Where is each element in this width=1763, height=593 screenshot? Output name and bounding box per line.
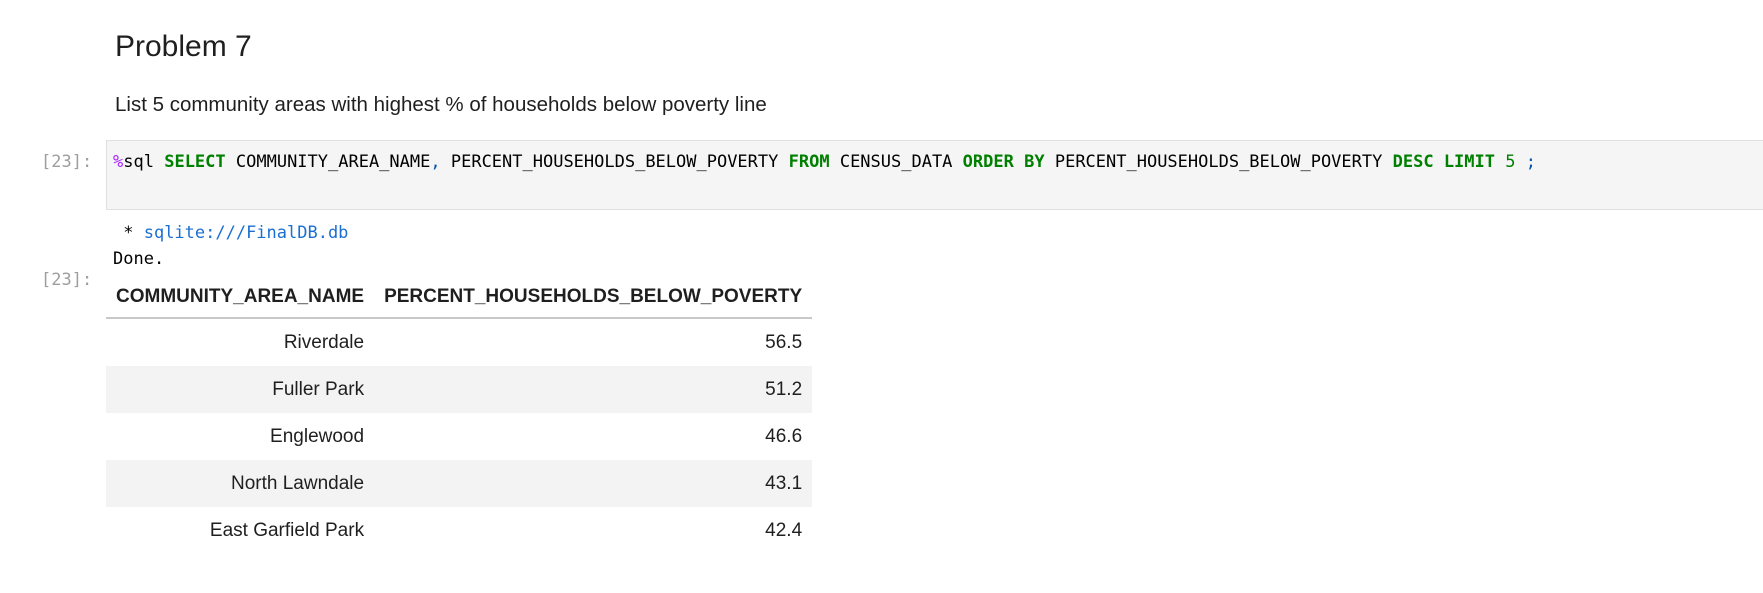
kw-limit: LIMIT: [1443, 152, 1495, 172]
kw-by: BY: [1024, 152, 1045, 172]
code-line[interactable]: %sql SELECT COMMUNITY_AREA_NAME, PERCENT…: [113, 152, 1536, 172]
output-prompt: [23]:: [41, 270, 93, 290]
table-row: North Lawndale 43.1: [106, 460, 813, 507]
kw-desc: DESC: [1392, 152, 1434, 172]
code-editor[interactable]: %sql SELECT COMMUNITY_AREA_NAME, PERCENT…: [106, 140, 1763, 210]
comma-token: ,: [430, 152, 441, 172]
table-header-row: COMMUNITY_AREA_NAME PERCENT_HOUSEHOLDS_B…: [106, 277, 813, 319]
identifier-table: CENSUS_DATA: [839, 152, 953, 172]
identifier-col1: COMMUNITY_AREA_NAME: [235, 152, 431, 172]
kw-order: ORDER: [962, 152, 1014, 172]
kw-select: SELECT: [164, 152, 226, 172]
table-row: Riverdale 56.5: [106, 318, 812, 366]
table-cell-percent: 51.2: [374, 366, 813, 413]
magic-symbol: %: [113, 152, 124, 172]
table-cell-percent: 56.5: [765, 331, 803, 353]
input-prompt: [23]:: [41, 152, 93, 172]
table-cell-community: Riverdale: [283, 331, 365, 353]
stdout-bullet: *: [113, 223, 144, 243]
identifier-order-col: PERCENT_HOUSEHOLDS_BELOW_POVERTY: [1054, 152, 1383, 172]
table-cell-percent: 46.6: [765, 425, 803, 447]
connection-link[interactable]: sqlite:///FinalDB.db: [143, 223, 349, 243]
table-row: Fuller Park 51.2: [106, 366, 813, 413]
table-cell-community: North Lawndale: [106, 460, 375, 507]
table-cell-community: Englewood: [270, 425, 365, 447]
result-table: COMMUNITY_AREA_NAME PERCENT_HOUSEHOLDS_B…: [106, 277, 813, 554]
problem-heading: Problem 7: [115, 30, 252, 63]
table-cell-percent: 43.1: [374, 460, 813, 507]
table-cell-community: Fuller Park: [106, 366, 375, 413]
column-header: COMMUNITY_AREA_NAME: [106, 277, 375, 319]
kw-from: FROM: [788, 152, 830, 172]
semicolon-token: ;: [1525, 152, 1536, 172]
magic-name: sql: [123, 152, 154, 172]
table-row: East Garfield Park 42.4: [106, 507, 812, 554]
status-text: Done.: [113, 249, 165, 269]
limit-value: 5: [1505, 152, 1516, 172]
table-cell-community: East Garfield Park: [209, 519, 365, 541]
problem-description: List 5 community areas with highest % of…: [115, 93, 767, 116]
stdout-output: * sqlite:///FinalDB.db Done.: [113, 220, 348, 272]
identifier-col2: PERCENT_HOUSEHOLDS_BELOW_POVERTY: [450, 152, 779, 172]
column-header: PERCENT_HOUSEHOLDS_BELOW_POVERTY: [374, 277, 813, 319]
table-row: Englewood 46.6: [106, 413, 812, 460]
table-cell-percent: 42.4: [765, 519, 803, 541]
